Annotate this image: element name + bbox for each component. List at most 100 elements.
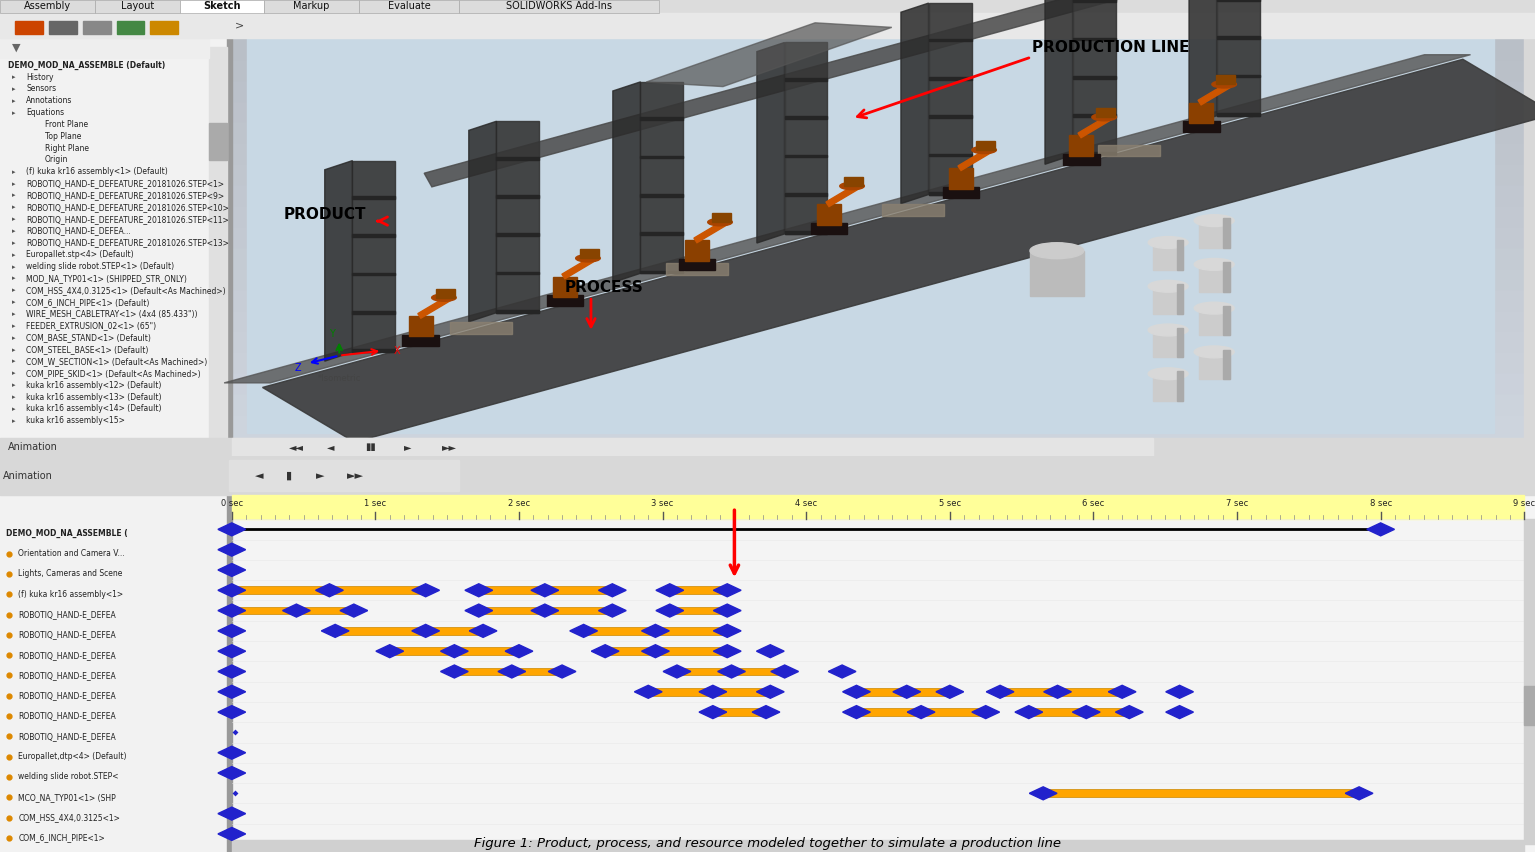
Polygon shape <box>1044 685 1071 699</box>
Polygon shape <box>714 625 741 637</box>
Text: History: History <box>26 72 54 82</box>
Text: 6 sec: 6 sec <box>1082 499 1105 509</box>
Polygon shape <box>441 645 468 658</box>
Text: Europallet.stp<4> (Default): Europallet.stp<4> (Default) <box>26 250 134 259</box>
Text: ▸: ▸ <box>12 181 15 187</box>
Bar <box>605 648 728 655</box>
Bar <box>232 205 1524 226</box>
Bar <box>232 495 1524 519</box>
Bar <box>685 240 709 261</box>
Bar <box>1073 0 1116 155</box>
Polygon shape <box>771 665 798 678</box>
Bar <box>1073 0 1116 2</box>
Circle shape <box>1091 113 1116 121</box>
Polygon shape <box>262 60 1535 442</box>
Text: COM_6_INCH_PIPE<1>: COM_6_INCH_PIPE<1> <box>18 833 106 843</box>
Bar <box>232 164 1524 184</box>
Polygon shape <box>1345 786 1372 800</box>
Text: ◄◄: ◄◄ <box>289 441 304 452</box>
Bar <box>232 438 1153 456</box>
Text: ROBOTIQ_HAND-E_DEFEA: ROBOTIQ_HAND-E_DEFEA <box>18 691 117 700</box>
Text: ▸: ▸ <box>12 323 15 329</box>
Bar <box>402 335 439 346</box>
Bar <box>784 78 827 81</box>
Bar <box>712 708 766 716</box>
Text: PRODUCTION LINE: PRODUCTION LINE <box>1032 40 1190 55</box>
Bar <box>232 247 1524 268</box>
Bar <box>232 226 1524 247</box>
Bar <box>784 231 827 234</box>
Polygon shape <box>757 645 784 658</box>
Bar <box>1153 371 1183 401</box>
Bar <box>83 20 111 34</box>
Polygon shape <box>218 544 246 556</box>
Polygon shape <box>893 685 921 699</box>
Polygon shape <box>1030 786 1058 800</box>
Text: ▸: ▸ <box>12 240 15 246</box>
Text: ROBOTIQ_HAND-E_DEFEA: ROBOTIQ_HAND-E_DEFEA <box>18 630 117 639</box>
Text: COM_STEEL_BASE<1> (Default): COM_STEEL_BASE<1> (Default) <box>26 345 149 354</box>
Bar <box>496 121 539 313</box>
Text: Y: Y <box>328 329 335 339</box>
Bar <box>1524 686 1535 725</box>
Text: ROBOTIQ_HAND-E_DEFEATURE_20181026.STEP<1>: ROBOTIQ_HAND-E_DEFEATURE_20181026.STEP<1… <box>26 179 224 188</box>
Bar <box>580 249 599 258</box>
Text: ◄: ◄ <box>327 441 335 452</box>
Polygon shape <box>936 685 964 699</box>
Polygon shape <box>531 584 559 596</box>
Bar <box>450 322 511 334</box>
Bar <box>883 204 944 216</box>
Polygon shape <box>424 0 1432 187</box>
Polygon shape <box>1045 0 1073 164</box>
Polygon shape <box>612 82 640 282</box>
Bar <box>1199 218 1230 248</box>
Bar <box>459 0 659 13</box>
Polygon shape <box>714 584 741 596</box>
Polygon shape <box>548 665 576 678</box>
Polygon shape <box>1015 705 1042 718</box>
Bar <box>436 289 454 297</box>
Bar <box>232 289 1524 309</box>
Polygon shape <box>826 184 860 206</box>
Text: Figure 1: Product, process, and resource modeled together to simulate a producti: Figure 1: Product, process, and resource… <box>474 838 1061 850</box>
Bar <box>1217 0 1260 1</box>
Polygon shape <box>1199 82 1233 105</box>
Text: MOD_NA_TYP01<1> (SHIPPED_STR_ONLY): MOD_NA_TYP01<1> (SHIPPED_STR_ONLY) <box>26 274 187 283</box>
Polygon shape <box>218 705 246 718</box>
Text: ►: ► <box>316 470 325 481</box>
Circle shape <box>431 294 456 302</box>
Text: 3 sec: 3 sec <box>651 499 674 509</box>
Bar <box>1073 153 1116 155</box>
Polygon shape <box>1073 705 1101 718</box>
Circle shape <box>1194 215 1234 227</box>
Circle shape <box>840 182 864 190</box>
Bar <box>232 142 1524 164</box>
Text: 4 sec: 4 sec <box>795 499 817 509</box>
Text: Lights, Cameras and Scene: Lights, Cameras and Scene <box>18 569 123 579</box>
Bar <box>1217 113 1260 116</box>
Text: Evaluate: Evaluate <box>388 2 430 11</box>
Text: ▸: ▸ <box>12 169 15 175</box>
Polygon shape <box>411 625 439 637</box>
Circle shape <box>1030 243 1084 259</box>
Bar <box>976 141 995 150</box>
Text: ROBOTIQ_HAND-E_DEFEA: ROBOTIQ_HAND-E_DEFEA <box>18 610 117 619</box>
Bar <box>942 187 979 198</box>
Text: 9 sec: 9 sec <box>1514 499 1535 509</box>
Bar <box>0 456 227 852</box>
Polygon shape <box>642 645 669 658</box>
Bar <box>232 184 1524 205</box>
Bar <box>1177 240 1183 270</box>
Bar <box>359 0 459 13</box>
Polygon shape <box>757 685 784 699</box>
Bar <box>232 840 1524 852</box>
Bar <box>335 627 484 635</box>
Polygon shape <box>218 665 246 678</box>
Bar <box>1190 102 1214 123</box>
Polygon shape <box>218 807 246 820</box>
Text: ▸: ▸ <box>12 299 15 305</box>
Bar <box>209 123 227 159</box>
Text: 8 sec: 8 sec <box>1369 499 1392 509</box>
Bar <box>1153 328 1183 357</box>
Bar <box>232 414 1524 435</box>
